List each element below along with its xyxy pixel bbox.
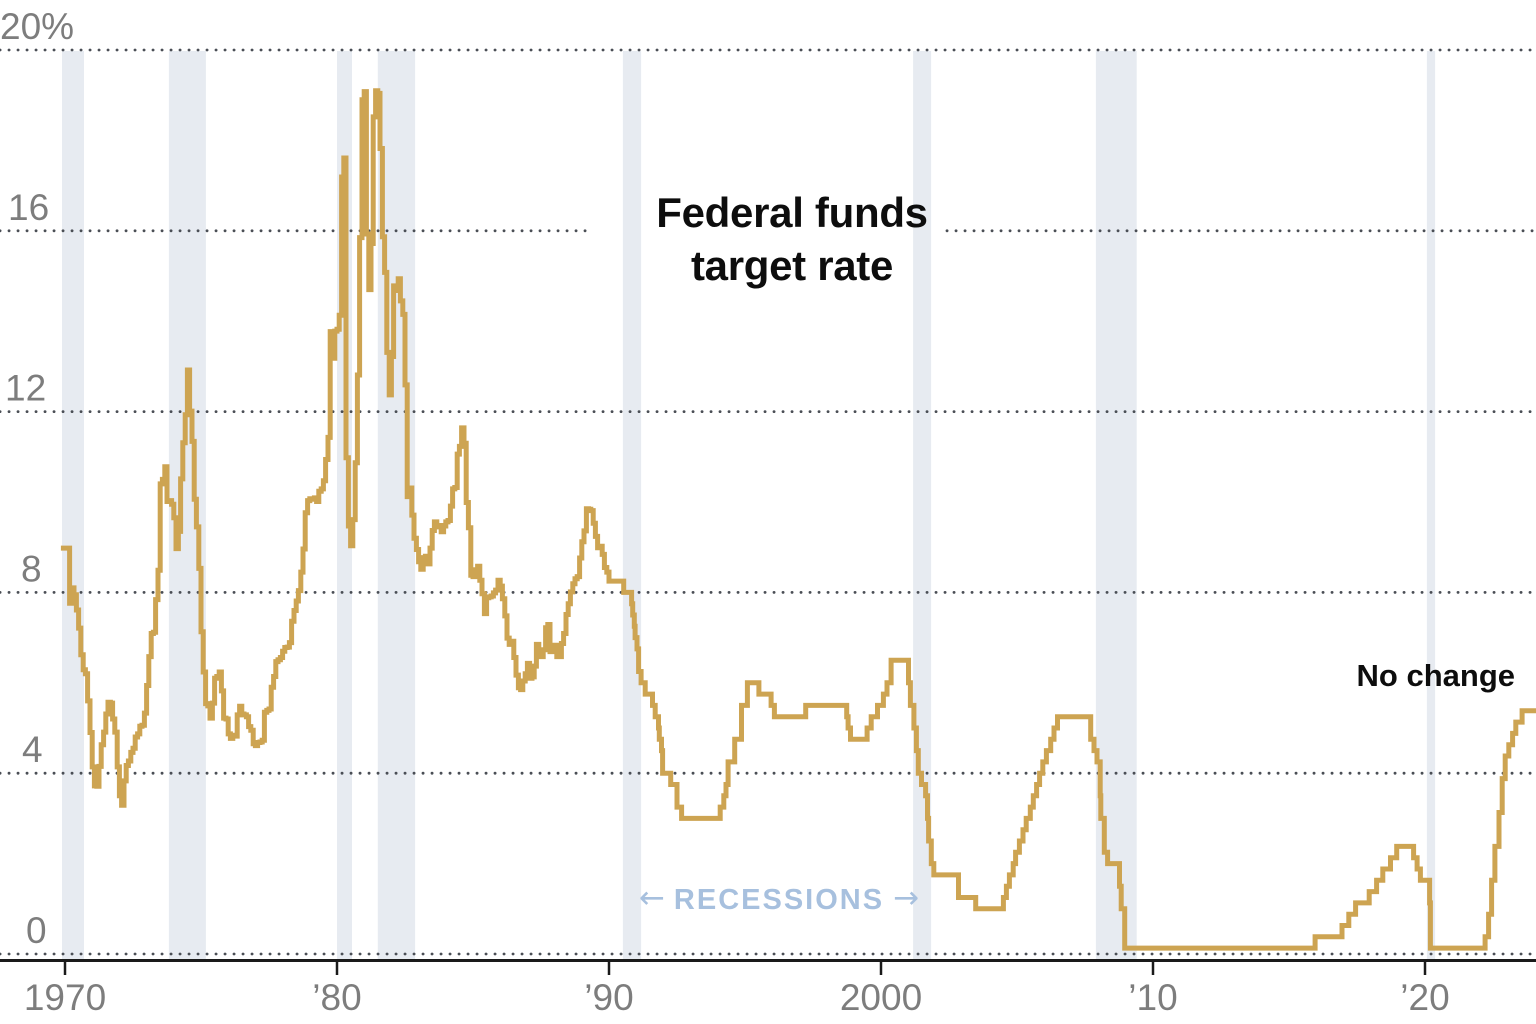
y-tick-label-8: 8 bbox=[21, 548, 42, 589]
y-tick-label-20: 20% bbox=[0, 6, 74, 47]
y-tick-label-0: 0 bbox=[26, 910, 47, 951]
y-tick-label-4: 4 bbox=[22, 729, 43, 770]
x-tick-label-1990: ’90 bbox=[584, 977, 633, 1018]
recessions-annotation: ← RECESSIONS → bbox=[638, 880, 920, 917]
chart-title-line1: Federal funds bbox=[656, 189, 928, 236]
recession-band bbox=[1426, 51, 1436, 960]
chart-title-line2: target rate bbox=[690, 242, 894, 289]
y-tick-label-16: 16 bbox=[8, 187, 49, 228]
x-tick-label-2020: ’20 bbox=[1400, 977, 1449, 1018]
chart-title: Federal funds target rate bbox=[656, 186, 928, 292]
y-tick-label-12: 12 bbox=[5, 368, 46, 409]
x-tick-label-1980: ’80 bbox=[312, 977, 361, 1018]
recession-band bbox=[62, 51, 84, 960]
rate-line bbox=[60, 88, 1536, 951]
recessions-label: RECESSIONS bbox=[673, 884, 885, 916]
arrow-left-icon: ← bbox=[638, 880, 665, 916]
x-tick-label-2010: ’10 bbox=[1128, 977, 1177, 1018]
x-tick-label-2000: 2000 bbox=[840, 977, 922, 1018]
arrow-right-icon: → bbox=[893, 880, 920, 916]
recession-band bbox=[622, 51, 642, 960]
x-tick-label-1970: 1970 bbox=[24, 977, 106, 1018]
no-change-annotation: No change bbox=[1356, 658, 1515, 693]
